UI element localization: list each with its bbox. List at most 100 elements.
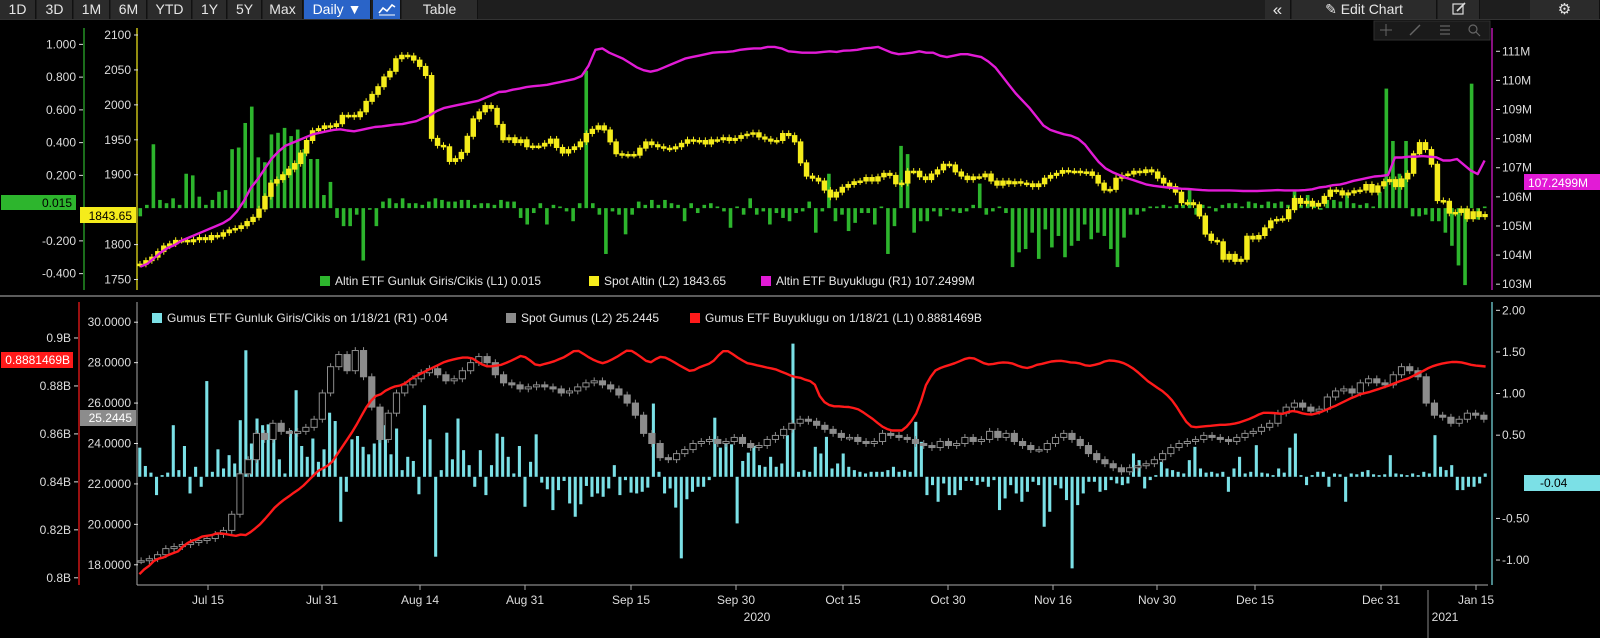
gold-l1-tick: 0.600 [46, 103, 76, 117]
gold-r1-tick: 111M [1502, 44, 1530, 58]
silver-candle [813, 420, 821, 426]
silver-flow-bar [378, 434, 382, 477]
gold-flow-bar [859, 208, 864, 214]
silver-flow-bar [596, 476, 600, 494]
silver-flow-bar [283, 473, 287, 477]
gold-candle [637, 147, 643, 156]
silver-flow-bar [517, 445, 521, 477]
range-button-max[interactable]: Max [263, 0, 303, 19]
silver-flow-bar [288, 430, 293, 477]
silver-candle [771, 434, 780, 440]
silver-flow-bar [417, 476, 421, 495]
gold-candle [1303, 200, 1310, 204]
silver-flow-bar [523, 476, 527, 507]
gold-candle [1291, 197, 1298, 211]
gold-candle [1482, 214, 1488, 218]
collapse-button[interactable]: « [1265, 0, 1291, 19]
silver-candle [747, 443, 755, 449]
silver-candle [1027, 445, 1035, 451]
gold-flow-bar [453, 201, 457, 209]
gold-candle [1381, 181, 1387, 187]
range-button-ytd[interactable]: YTD [148, 0, 192, 19]
silver-flow-bar [1427, 473, 1431, 477]
settings-button[interactable]: ⚙ [1530, 0, 1600, 19]
gold-candle [416, 59, 423, 67]
crosshair-icon[interactable] [1380, 24, 1392, 36]
silver-candle [1183, 440, 1191, 445]
gold-candle [1279, 218, 1286, 221]
silver-candle [623, 394, 631, 404]
gold-candle [345, 114, 352, 118]
gold-candle [1321, 195, 1328, 204]
gold-flow-bar [1410, 208, 1415, 217]
zoom-icon[interactable] [1468, 24, 1481, 37]
silver-flow-bar [1249, 471, 1253, 477]
edit-chart-button[interactable]: ✎ Edit Chart [1292, 0, 1437, 19]
gold-etf-value-text: 107.2499M [1528, 176, 1588, 190]
gold-flow-bar [1017, 208, 1021, 253]
gold-candle [1000, 180, 1006, 186]
silver-flow-bar [919, 441, 923, 477]
gold-flow-bar [486, 203, 490, 209]
range-button-3d[interactable]: 3D [37, 0, 73, 19]
silver-flow-bar [1399, 474, 1404, 477]
gold-flow-bar [1332, 199, 1336, 209]
x-axis-tick-label: Aug 31 [506, 593, 544, 607]
silver-candle [936, 440, 944, 449]
x-axis-tick-label: Nov 16 [1034, 593, 1072, 607]
silver-candle [829, 428, 837, 434]
gold-flow-bar [295, 129, 300, 209]
silver-candle [1167, 447, 1175, 455]
chart-type-button[interactable] [373, 0, 401, 19]
silver-flow-bar [205, 381, 209, 477]
silver-flow-bar [1344, 476, 1348, 502]
gold-candle [1232, 253, 1238, 262]
silver-flow-bar [1165, 468, 1169, 477]
silver-l1-tick: 0.86B [40, 427, 71, 441]
gold-candle [1113, 177, 1119, 190]
table-button[interactable]: Table [402, 0, 478, 19]
silver-flow-bar [1416, 475, 1420, 477]
silver-flow-bar [383, 425, 387, 477]
gold-candle [422, 65, 429, 77]
pencil-icon: ✎ [1325, 1, 1337, 17]
silver-candle [689, 443, 697, 451]
silver-l1-tick: 0.88B [40, 379, 71, 393]
silver-flow-bar [1455, 476, 1459, 491]
gold-flow-bar [597, 208, 602, 215]
gold-candle [470, 118, 476, 137]
gold-candle [476, 111, 482, 120]
range-button-1m[interactable]: 1M [74, 0, 110, 19]
list-icon[interactable] [1440, 25, 1450, 35]
interval-dropdown[interactable]: Daily ▼ [304, 0, 371, 19]
gold-flow-bar [276, 132, 280, 209]
gold-flow-bar [623, 208, 628, 235]
draw-line-icon[interactable] [1409, 24, 1421, 36]
gold-flow-bar [348, 208, 352, 227]
range-button-6m[interactable]: 6M [111, 0, 147, 19]
silver-candle [1373, 378, 1381, 384]
silver-flows-value-text: -0.04 [1540, 476, 1568, 490]
silver-flow-bar [601, 476, 605, 497]
gold-flow-bar [571, 208, 575, 222]
silver-flow-bar [1388, 455, 1392, 477]
silver-candle [1348, 388, 1356, 394]
range-button-1d[interactable]: 1D [0, 0, 36, 19]
gold-flow-bar [158, 199, 162, 209]
gold-flow-bar [256, 157, 261, 209]
silver-candle [648, 432, 656, 444]
range-button-1y[interactable]: 1Y [193, 0, 227, 19]
gear-icon: ⚙ [1557, 1, 1572, 18]
gold-l1-tick: -0.200 [42, 234, 76, 248]
gold-candle [821, 180, 828, 191]
silver-value-flag [80, 410, 136, 426]
silver-candle [887, 432, 895, 436]
gold-candle [1024, 182, 1030, 186]
legend-silver: Spot Gumus (L2) 25.2445 [521, 311, 659, 325]
silver-flow-bar [551, 476, 555, 511]
silver-candle [401, 384, 409, 394]
silver-candle [656, 443, 664, 459]
range-button-5y[interactable]: 5Y [228, 0, 262, 19]
annotate-button[interactable] [1438, 0, 1480, 19]
gold-flow-bar [1246, 201, 1251, 209]
